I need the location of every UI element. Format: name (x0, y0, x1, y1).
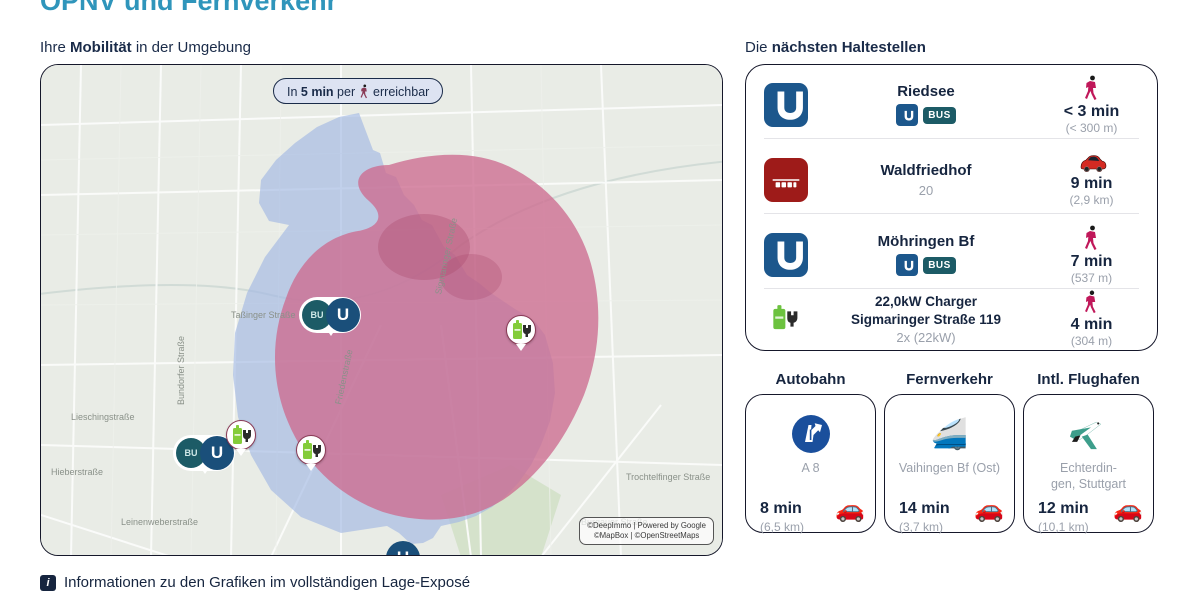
svg-text:Lieschingstraße: Lieschingstraße (71, 412, 135, 422)
svg-text:Trochtelfinger Straße: Trochtelfinger Straße (626, 472, 710, 482)
svg-text:Bundorfer Straße: Bundorfer Straße (176, 336, 186, 405)
svg-text:Leinenweberstraße: Leinenweberstraße (121, 517, 198, 527)
svg-text:Hieberstraße: Hieberstraße (51, 467, 103, 477)
svg-text:Taßinger Straße: Taßinger Straße (231, 310, 296, 320)
